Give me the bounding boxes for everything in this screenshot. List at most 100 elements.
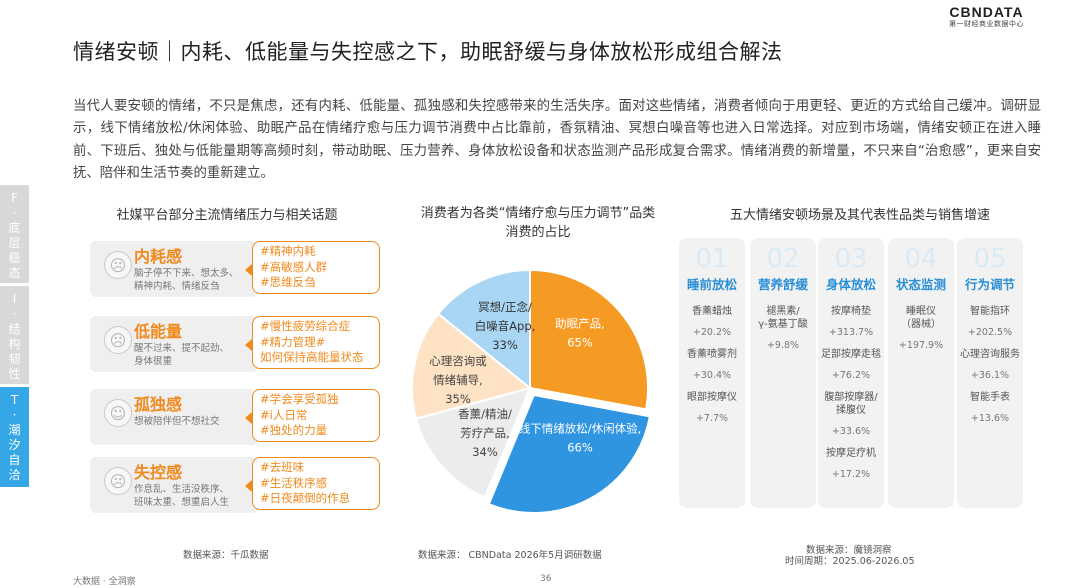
scenario-item: 按摩椅垫 +313.7% <box>818 305 884 339</box>
emotion-description-line: 身体很重 <box>134 356 173 367</box>
scenario-number: 01 <box>695 244 729 274</box>
pie-data-label: 35% <box>445 392 471 406</box>
scenario-item: 眼部按摩仪 +7.7% <box>679 391 745 425</box>
side-tab-char: 性 <box>8 367 21 381</box>
side-tab-char: 潮 <box>8 423 21 437</box>
footer-slogan: 大数据 · 全洞察 <box>73 577 136 587</box>
pie-data-label: 芳疗产品, <box>460 426 510 440</box>
scenario-item: 睡眠仪 （器械） +197.9% <box>888 305 954 352</box>
scenario-item: 香薰蜡烛 +20.2% <box>679 305 745 339</box>
emotion-name: 失控感 <box>134 463 183 482</box>
topic-tag[interactable]: #独处的力量 <box>260 423 328 437</box>
scenario-item: 智能指环 +202.5% <box>957 305 1023 339</box>
emotion-row: ☹ 失控感 作息乱、生活没秩序、 班味太重、想重启人生 #去班味 #生活秩序感 #日夜颠倒的… <box>90 457 380 519</box>
topic-tag[interactable]: #学会享受孤独 <box>260 392 339 406</box>
pie-data-label: 情绪辅导, <box>433 373 483 387</box>
emotion-description-line: 脑子停不下来、想太多、 <box>134 268 239 279</box>
topic-tag[interactable]: #i人日常 <box>260 407 308 422</box>
scenario-items: 香薰蜡烛 +20.2% 香薰喷雾剂 +30.4% 眼部按摩仪 +7.7% <box>679 305 745 434</box>
tired-face-icon: ☹ <box>104 326 132 354</box>
scenario-period: 时间周期：2025.06-2026.05 <box>785 556 915 567</box>
scenario-item: 足部按摩走毯 +76.2% <box>818 348 884 382</box>
scenario-item-name: 按摩足疗机 <box>826 448 876 459</box>
topic-tag[interactable]: #高敏感人群 <box>260 259 328 274</box>
emotion-name: 低能量 <box>134 322 183 341</box>
scenario-item-name: （器械） <box>901 319 941 330</box>
emotion-topic-bubble: #去班味 #生活秩序感 #日夜颠倒的作息 <box>245 457 380 510</box>
pie-data-label: 66% <box>567 441 593 455</box>
topic-tag[interactable]: #生活秩序感 <box>260 475 328 490</box>
pie-source: 数据来源： CBNData 2026年5月调研数据 <box>418 550 602 561</box>
emotion-row: ☹ 低能量 醒不过来、提不起劲、 身体很重 #慢性疲劳综合症 #精力管理# 如何保持高能量状… <box>90 316 380 378</box>
side-tab-char: 韧 <box>8 352 21 366</box>
anxious-face-icon: ☹ <box>104 251 132 279</box>
scenario-item-growth: +30.4% <box>692 370 732 381</box>
side-tab-char: 层 <box>8 236 21 250</box>
pie-data-label: 冥想/正念/ <box>478 300 532 314</box>
scenario-item-name: 智能手表 <box>970 392 1010 403</box>
scenario-title: 状态监测 <box>895 277 946 292</box>
scenario-item-growth: +9.8% <box>766 340 800 351</box>
scenario-number: 04 <box>904 244 938 274</box>
pie-slice <box>436 268 531 391</box>
emotion-topic-bubble: #精神内耗 #高敏感人群 #思维反刍 <box>245 241 380 294</box>
side-tab-char: 洽 <box>8 468 21 482</box>
emotion-card: ☹ 失控感 作息乱、生活没秩序、 班味太重、想重启人生 <box>90 457 258 513</box>
pie-data-label: 34% <box>472 445 498 459</box>
topic-tag[interactable]: #思维反刍 <box>260 275 316 289</box>
scenario-column: 03 身体放松 按摩椅垫 +313.7% 足部按摩走毯 +76.2% 腹部按摩器/揉腹仪 +3… <box>818 238 884 508</box>
topic-tag[interactable]: #精神内耗 <box>260 244 316 258</box>
pie-slice <box>411 312 533 420</box>
scenario-item: 按摩足疗机 +17.2% <box>818 447 884 481</box>
scenario-title: 身体放松 <box>825 277 876 292</box>
scenario-item-name: 心理咨询服务 <box>960 349 1020 360</box>
side-tab-char: · <box>12 307 17 321</box>
emotion-description: 脑子停不下来、想太多、 精神内耗、情绪反刍 <box>134 267 239 293</box>
pie-data-label: 心理咨询或 <box>429 354 487 368</box>
brand-logo: CBNDATA 第一财经商业数据中心 <box>949 4 1024 29</box>
side-tab-char: 稳 <box>8 251 21 265</box>
pie-data-label: 白噪音App, <box>475 319 536 333</box>
brand-name: CBNDATA <box>949 4 1024 20</box>
side-tab-char: 结 <box>8 322 21 336</box>
topic-tag[interactable]: #去班味 <box>260 460 305 474</box>
scenario-item-name: γ-氨基丁酸 <box>758 319 808 330</box>
scenario-item-growth: +7.7% <box>695 413 729 424</box>
emotion-row: ☹ 内耗感 脑子停不下来、想太多、 精神内耗、情绪反刍 #精神内耗 #高敏感人群 #思维反刍 <box>90 241 380 303</box>
scenario-item-growth: +202.5% <box>967 327 1013 338</box>
scenario-source: 数据来源：魔镜洞察 <box>806 545 892 556</box>
side-tab-i[interactable]: I · 结构韧性 <box>0 286 29 384</box>
scenario-item-growth: +20.2% <box>692 327 732 338</box>
topic-tag[interactable]: 如何保持高能量状态 <box>260 350 364 364</box>
scenario-item-name: 腹部按摩器/ <box>824 392 878 403</box>
emotion-source: 数据来源：千瓜数据 <box>183 550 269 561</box>
scenario-item-growth: +36.1% <box>970 370 1010 381</box>
pie-slice <box>487 393 652 515</box>
scenario-number: 02 <box>766 244 800 274</box>
topic-tag[interactable]: #精力管理# <box>260 334 326 349</box>
scenario-number: 03 <box>834 244 868 274</box>
scenario-item: 心理咨询服务 +36.1% <box>957 348 1023 382</box>
pie-data-label: 线下情绪放松/休闲体验, <box>519 422 642 436</box>
side-tab-f[interactable]: F · 底层稳态 <box>0 185 29 283</box>
pie-data-label: 助眠产品, <box>555 317 605 331</box>
scenario-item-growth: +76.2% <box>831 370 871 381</box>
emotion-description: 醒不过来、提不起劲、 身体很重 <box>134 342 229 368</box>
emotion-description: 作息乱、生活没秩序、 班味太重、想重启人生 <box>134 483 229 509</box>
emotion-topic-bubble: #慢性疲劳综合症 #精力管理# 如何保持高能量状态 <box>245 316 380 369</box>
scenario-item-growth: +33.6% <box>831 426 871 437</box>
emotion-description-line: 班味太重、想重启人生 <box>134 497 230 508</box>
scenario-item-growth: +197.9% <box>898 340 944 351</box>
emotion-name: 内耗感 <box>134 247 183 266</box>
side-tab-t[interactable]: T · 潮汐自洽 <box>0 387 29 487</box>
scenario-title: 睡前放松 <box>686 277 737 292</box>
scenario-item-name: 香薰蜡烛 <box>692 306 732 317</box>
frustrated-face-icon: ☹ <box>104 467 132 495</box>
topic-tag[interactable]: #日夜颠倒的作息 <box>260 491 351 505</box>
page-number: 36 <box>540 574 552 584</box>
pie-slice <box>414 386 532 499</box>
scenario-column: 01 睡前放松 香薰蜡烛 +20.2% 香薰喷雾剂 +30.4% 眼部按摩仪 +7.7% <box>679 238 745 508</box>
scenario-item-growth: +17.2% <box>831 469 871 480</box>
topic-tag[interactable]: #慢性疲劳综合症 <box>260 319 351 333</box>
scenario-item-growth: +13.6% <box>970 413 1010 424</box>
